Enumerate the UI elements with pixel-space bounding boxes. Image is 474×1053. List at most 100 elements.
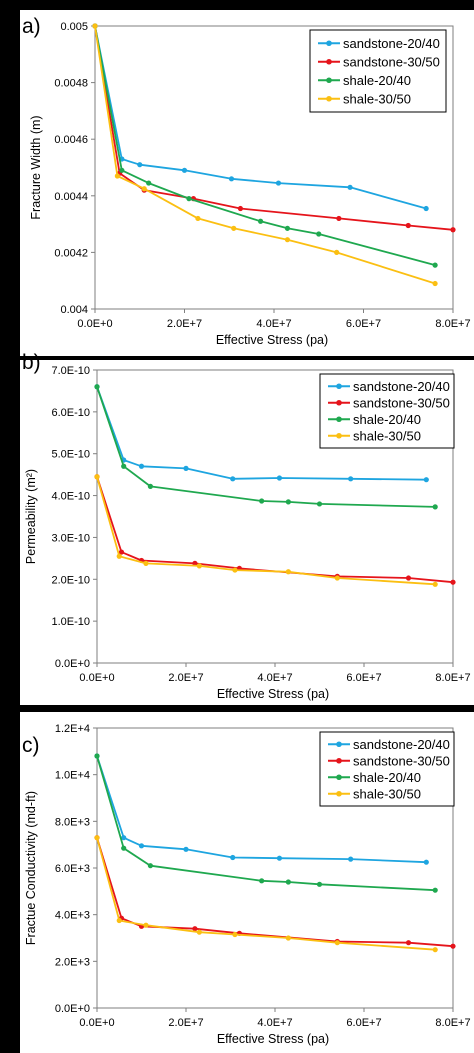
series-line	[96, 837, 436, 951]
x-tick-label: 2.0E+7	[168, 672, 203, 684]
panel-label: c)	[22, 734, 40, 757]
data-point	[137, 162, 143, 168]
data-point	[114, 173, 120, 179]
data-point	[259, 498, 265, 504]
panel-label: a)	[22, 15, 41, 38]
data-point	[231, 225, 237, 231]
y-tick-label: 6.0E-10	[51, 407, 90, 419]
data-point	[336, 215, 342, 222]
series-line	[94, 25, 427, 210]
data-point	[192, 560, 198, 566]
data-point	[285, 569, 291, 575]
data-point	[432, 947, 438, 953]
legend-label: sandstone-30/50	[353, 395, 450, 410]
y-tick-label: 2.0E-10	[51, 574, 90, 586]
y-tick-label: 1.0E+4	[55, 770, 90, 782]
x-tick-label: 0.0E+0	[79, 672, 114, 684]
legend-label: sandstone-30/50	[343, 54, 440, 69]
legend-swatch-marker	[326, 58, 332, 65]
data-point	[121, 835, 127, 841]
y-tick-label: 0.0048	[54, 78, 88, 90]
x-tick-label: 4.0E+7	[256, 318, 291, 330]
y-tick-label: 0.0046	[54, 134, 88, 146]
data-point	[423, 205, 429, 212]
data-point	[121, 845, 127, 851]
y-tick-label: 0.004	[60, 304, 88, 316]
y-tick-label: 4.0E-10	[51, 491, 90, 503]
data-point	[183, 465, 189, 471]
legend-swatch-marker	[336, 757, 342, 764]
legend-label: shale-30/50	[353, 786, 421, 801]
x-tick-label: 4.0E+7	[257, 672, 292, 684]
data-point	[432, 581, 438, 587]
x-tick-label: 4.0E+7	[257, 1017, 292, 1029]
y-tick-label: 0.0E+0	[55, 658, 90, 670]
x-tick-label: 6.0E+7	[346, 318, 381, 330]
panel-label: b)	[22, 351, 41, 374]
y-tick-label: 7.0E-10	[51, 365, 90, 377]
data-point	[232, 567, 238, 573]
legend-swatch-marker	[336, 399, 342, 406]
data-point	[121, 463, 127, 469]
data-point	[94, 753, 100, 759]
data-point	[423, 477, 429, 483]
data-point	[257, 218, 264, 224]
data-point	[450, 943, 456, 949]
series-line	[96, 476, 436, 586]
y-tick-label: 8.0E+3	[55, 816, 90, 828]
y-tick-label: 6.0E+3	[55, 863, 90, 875]
data-point	[92, 23, 98, 29]
data-point	[192, 926, 198, 932]
y-tick-label: 0.005	[60, 21, 88, 33]
data-point	[432, 262, 438, 268]
data-point	[138, 843, 145, 849]
legend-swatch-marker	[326, 40, 332, 47]
data-point	[196, 563, 202, 569]
data-point	[143, 560, 149, 566]
legend-label: sandstone-20/40	[353, 737, 450, 752]
data-point	[423, 859, 429, 865]
y-tick-label: 0.0042	[54, 247, 88, 259]
series-line	[96, 476, 454, 584]
data-point	[334, 575, 340, 581]
legend-label: shale-20/40	[343, 73, 411, 88]
y-tick-label: 2.0E+3	[55, 956, 90, 968]
data-point	[285, 499, 291, 505]
legend-label: sandstone-30/50	[353, 753, 450, 768]
legend-swatch-marker	[336, 741, 342, 748]
data-point	[334, 940, 340, 946]
data-point	[186, 196, 192, 202]
legend-label: sandstone-20/40	[353, 379, 450, 394]
series-3	[92, 23, 438, 287]
y-axis-title: Fractue Conductivity (md-ft)	[24, 791, 38, 945]
data-point	[232, 931, 238, 938]
data-point	[432, 280, 438, 287]
series-0	[92, 23, 429, 212]
y-tick-label: 3.0E-10	[51, 532, 90, 544]
x-axis-title: Effective Stress (pa)	[217, 1032, 329, 1046]
series-line	[94, 25, 436, 266]
data-point	[230, 476, 236, 482]
data-point	[316, 881, 323, 887]
data-point	[183, 846, 189, 852]
series-0	[94, 753, 429, 865]
x-tick-label: 6.0E+7	[346, 1017, 381, 1029]
series-2	[94, 384, 438, 510]
data-point	[228, 176, 235, 182]
data-point	[450, 579, 456, 585]
data-point	[276, 855, 283, 861]
chart-panel-2: 0.0E+0 2.0E+7 4.0E+7 6.0E+7 8.0E+7 0.0E+0 2.0E…	[20, 712, 474, 1053]
data-point	[116, 917, 122, 924]
x-axis-title: Effective Stress (pa)	[217, 687, 329, 701]
y-tick-label: 0.0E+0	[55, 1003, 90, 1015]
y-tick-label: 5.0E-10	[51, 449, 90, 461]
data-point	[348, 856, 354, 862]
legend-label: shale-30/50	[353, 428, 421, 443]
y-tick-label: 1.0E-10	[51, 616, 90, 628]
x-tick-label: 8.0E+7	[435, 318, 470, 330]
x-tick-label: 8.0E+7	[435, 672, 470, 684]
data-point	[230, 854, 236, 861]
data-point	[94, 474, 100, 480]
x-axis-title: Effective Stress (pa)	[216, 333, 328, 347]
